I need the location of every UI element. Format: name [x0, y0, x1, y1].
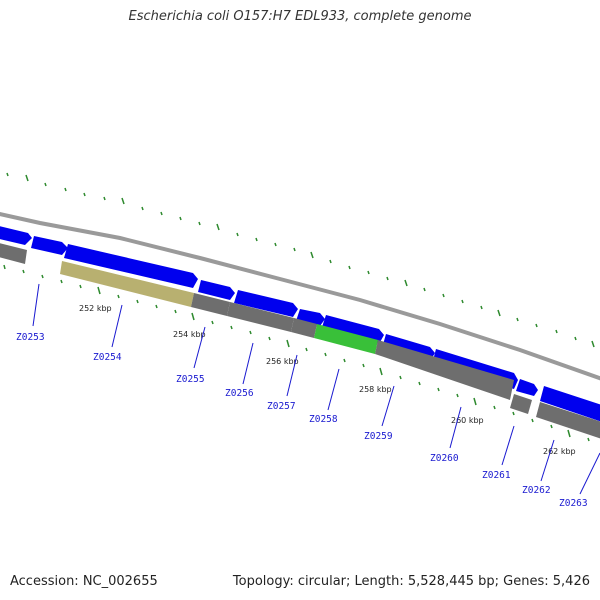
kbp-label: 256 kbp — [266, 357, 299, 366]
gene-arrow[interactable] — [321, 315, 384, 344]
gene-block[interactable] — [510, 394, 532, 414]
scale-labels: 252 kbp 254 kbp 256 kbp 258 kbp 260 kbp … — [79, 304, 576, 456]
gene-block[interactable] — [0, 242, 27, 264]
kbp-label: 262 kbp — [543, 447, 576, 456]
gene-label[interactable]: Z0255 — [176, 374, 205, 385]
map-title: Escherichia coli O157:H7 EDL933, complet… — [128, 9, 472, 24]
gene-arrow[interactable] — [540, 386, 600, 423]
forward-strand-genes — [0, 225, 600, 423]
gene-block[interactable] — [227, 302, 294, 332]
gene-block[interactable] — [375, 340, 514, 400]
gene-arrow[interactable] — [0, 225, 32, 245]
gene-leader-lines — [32, 283, 600, 495]
genome-info-text: Topology: circular; Length: 5,528,445 bp… — [232, 574, 590, 589]
gene-label[interactable]: Z0258 — [309, 414, 338, 425]
gene-block[interactable] — [291, 318, 317, 338]
kbp-label: 258 kbp — [359, 385, 392, 394]
gene-block[interactable] — [191, 293, 230, 316]
kbp-label: 252 kbp — [79, 304, 112, 313]
reverse-strand-genes — [0, 242, 600, 440]
gene-label[interactable]: Z0257 — [267, 401, 296, 412]
gene-block[interactable] — [536, 402, 600, 440]
gene-arrow[interactable] — [64, 244, 198, 288]
gene-block-green[interactable] — [314, 324, 378, 354]
gene-label[interactable]: Z0254 — [93, 352, 122, 363]
gene-label[interactable]: Z0256 — [225, 388, 254, 399]
accession-text: Accession: NC_002655 — [10, 574, 158, 589]
gene-arrow[interactable] — [516, 379, 538, 396]
inner-ticks — [3, 264, 590, 442]
gene-label[interactable]: Z0259 — [364, 431, 393, 442]
backbone-line — [0, 212, 600, 381]
gene-arrow[interactable] — [234, 290, 298, 317]
gene-label[interactable]: Z0263 — [559, 498, 588, 509]
gene-arrow[interactable] — [31, 236, 68, 255]
gene-label[interactable]: Z0253 — [16, 332, 45, 343]
outer-ticks — [6, 172, 595, 348]
kbp-label: 254 kbp — [173, 330, 206, 339]
gene-label[interactable]: Z0260 — [430, 453, 459, 464]
kbp-label: 260 kbp — [451, 416, 484, 425]
gene-block-olive[interactable] — [60, 261, 194, 307]
gene-label[interactable]: Z0262 — [522, 485, 551, 496]
gene-arrow[interactable] — [198, 280, 235, 300]
gene-label[interactable]: Z0261 — [482, 470, 511, 481]
gene-labels: Z0253 Z0254 Z0255 Z0256 Z0257 Z0258 Z025… — [16, 332, 588, 509]
